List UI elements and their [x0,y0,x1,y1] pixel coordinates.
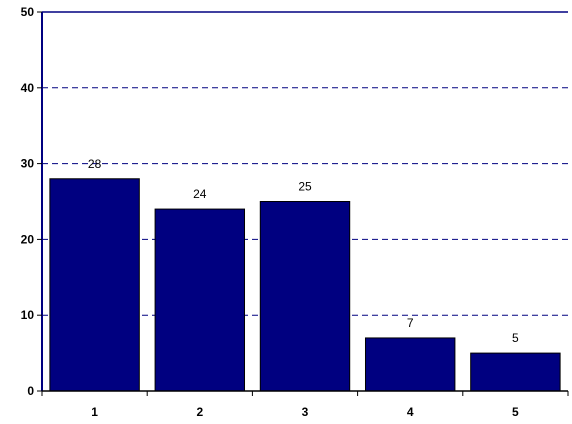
x-axis-ticks: 1 2 3 4 5 [41,391,569,419]
y-tick-label: 30 [21,157,35,171]
x-tick-label: 3 [302,405,309,419]
y-tick-label: 40 [21,81,35,95]
data-label: 7 [407,316,414,330]
y-tick-label: 0 [27,384,34,398]
bar-4 [364,337,456,392]
axes [41,11,568,392]
bar-2 [154,208,246,392]
x-tick-label: 5 [512,405,519,419]
bars [49,178,561,392]
y-tick-label: 20 [21,232,35,246]
bar-5 [470,352,561,392]
data-label: 28 [88,157,102,171]
bar-3 [259,201,351,392]
data-label: 5 [512,331,519,345]
data-label: 25 [298,180,312,194]
y-tick-label: 50 [21,5,35,19]
data-labels: 28 24 25 7 5 [88,157,519,345]
bar-1 [49,178,140,392]
x-tick-label: 4 [407,405,414,419]
x-tick-label: 1 [91,405,98,419]
y-tick-label: 10 [21,308,35,322]
data-label: 24 [193,187,207,201]
y-axis-ticks: 0 10 20 30 40 50 [21,5,42,398]
x-tick-label: 2 [196,405,203,419]
